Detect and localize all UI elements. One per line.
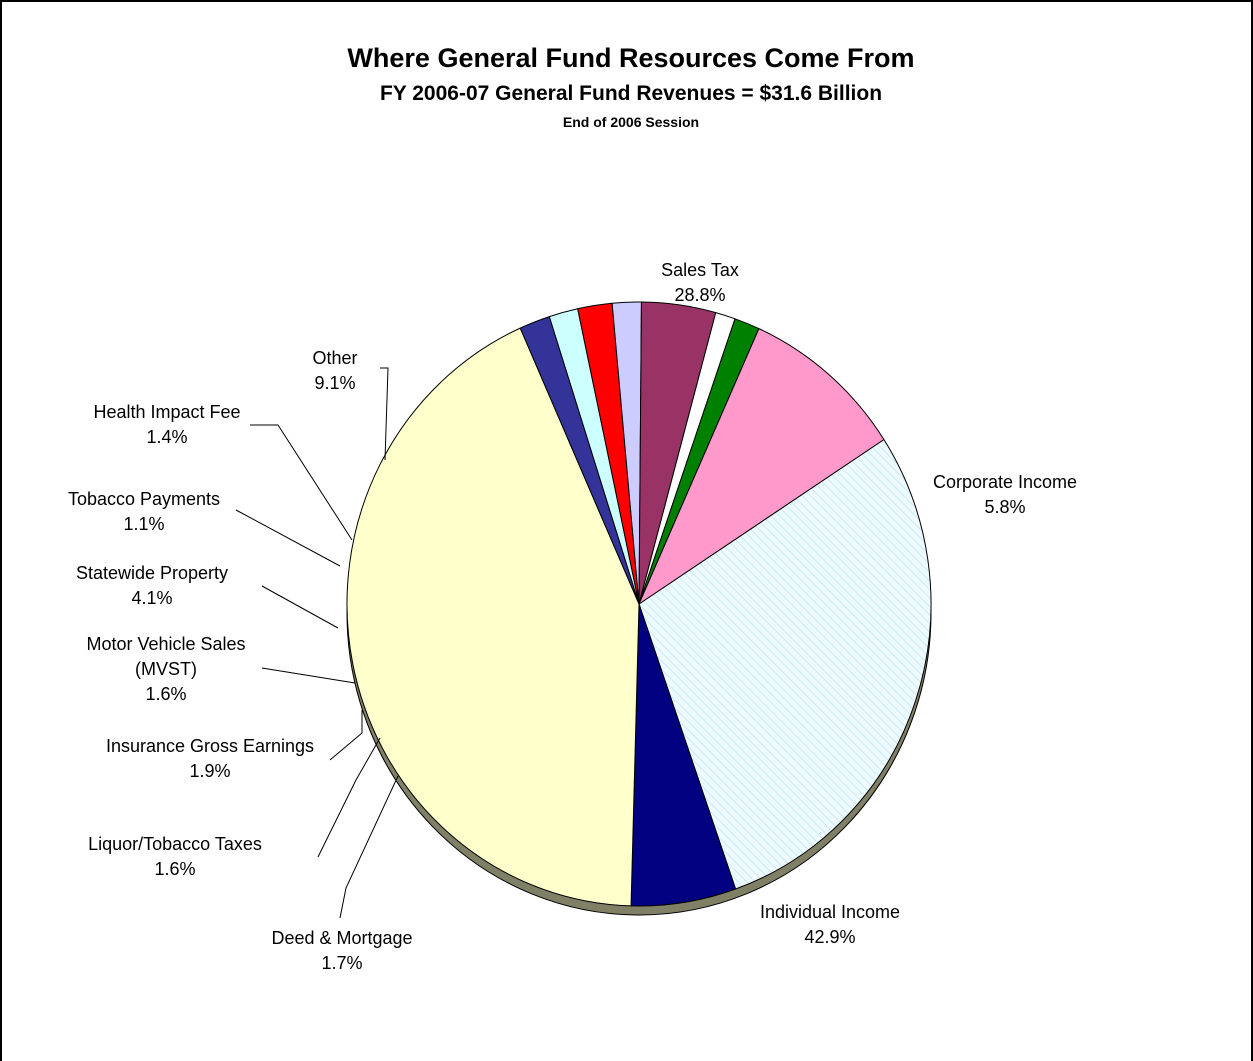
leader-line-tobacco-payments [235, 509, 341, 567]
slice-value-other: 9.1% [314, 373, 355, 393]
slice-name-health-impact-fee: Health Impact Fee [93, 402, 240, 422]
leader-line-motor-vehicle-sales-mvst [261, 667, 356, 684]
slice-label-motor-vehicle-sales-mvst: Motor Vehicle Sales (MVST) 1.6% [86, 634, 245, 704]
chart-subtitle: FY 2006-07 General Fund Revenues = $31.6… [380, 82, 882, 105]
slice-label-deed-mortgage: Deed & Mortgage 1.7% [271, 928, 412, 973]
slice-value-insurance-gross-earnings: 1.9% [189, 761, 230, 781]
chart-note: End of 2006 Session [563, 114, 699, 130]
slice-name-motor-vehicle-sales-mvst: (MVST) [135, 659, 197, 679]
slice-name-corporate-income: Corporate Income [933, 472, 1077, 492]
slice-value-sales-tax: 28.8% [674, 285, 725, 305]
slice-labels: Sales Tax 28.8% Corporate Income 5.8% Indivi… [68, 260, 1077, 973]
slice-name-tobacco-payments: Tobacco Payments [68, 489, 220, 509]
slice-value-individual-income: 42.9% [804, 927, 855, 947]
leader-line-statewide-property [261, 585, 339, 629]
slice-value-motor-vehicle-sales-mvst: 1.6% [145, 684, 186, 704]
slice-value-corporate-income: 5.8% [984, 497, 1025, 517]
slice-name-liquor-tobacco-taxes: Liquor/Tobacco Taxes [88, 834, 262, 854]
chart-title: Where General Fund Resources Come From [347, 43, 914, 73]
slice-value-statewide-property: 4.1% [131, 588, 172, 608]
slice-label-individual-income: Individual Income 42.9% [760, 902, 900, 947]
slice-label-statewide-property: Statewide Property 4.1% [76, 563, 228, 608]
slice-name-insurance-gross-earnings: Insurance Gross Earnings [106, 736, 314, 756]
pie-slices [346, 301, 932, 907]
leader-lines [235, 367, 399, 919]
leader-line-liquor-tobacco-taxes [317, 737, 381, 858]
slice-name-individual-income: Individual Income [760, 902, 900, 922]
slice-label-sales-tax: Sales Tax 28.8% [661, 260, 739, 305]
slice-name-sales-tax: Sales Tax [661, 260, 739, 280]
slice-label-other: Other 9.1% [312, 348, 357, 393]
leader-line-insurance-gross-earnings [329, 710, 363, 761]
slice-label-corporate-income: Corporate Income 5.8% [933, 472, 1077, 517]
slice-value-liquor-tobacco-taxes: 1.6% [154, 859, 195, 879]
slice-name-other: Other [312, 348, 357, 368]
slice-label-tobacco-payments: Tobacco Payments 1.1% [68, 489, 220, 534]
slice-label-health-impact-fee: Health Impact Fee 1.4% [93, 402, 240, 447]
slice-name-motor-vehicle-sales-mvst: Motor Vehicle Sales [86, 634, 245, 654]
pie-slice-other [638, 328, 885, 605]
slice-name-deed-mortgage: Deed & Mortgage [271, 928, 412, 948]
slice-name-statewide-property: Statewide Property [76, 563, 228, 583]
slice-value-deed-mortgage: 1.7% [321, 953, 362, 973]
slice-label-insurance-gross-earnings: Insurance Gross Earnings 1.9% [106, 736, 314, 781]
leader-line-health-impact-fee [250, 424, 353, 541]
leader-line-other [380, 367, 389, 461]
leader-line-deed-mortgage [339, 775, 399, 919]
slice-value-tobacco-payments: 1.1% [123, 514, 164, 534]
slice-label-liquor-tobacco-taxes: Liquor/Tobacco Taxes 1.6% [88, 834, 262, 879]
pie-slice-individual-income [346, 327, 640, 907]
slice-value-health-impact-fee: 1.4% [146, 427, 187, 447]
pie-slice-sales-tax [638, 439, 932, 890]
